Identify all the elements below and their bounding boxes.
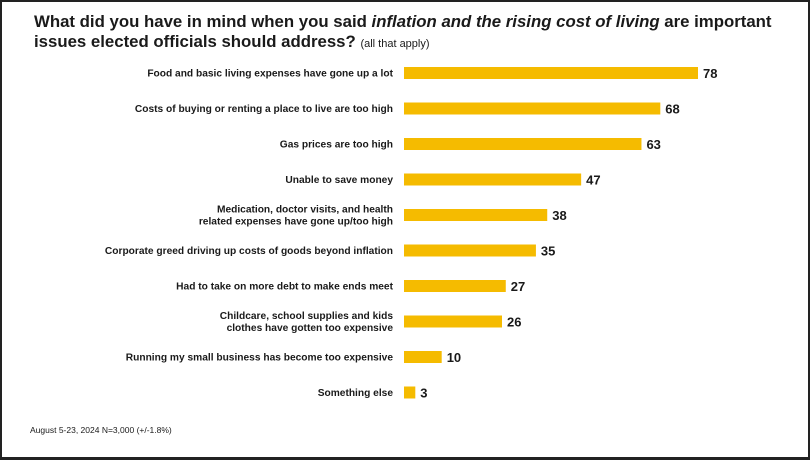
- category-label: Costs of buying or renting a place to li…: [135, 104, 393, 115]
- title-note: (all that apply): [360, 38, 430, 50]
- bar: [404, 138, 642, 150]
- bar: [404, 351, 442, 363]
- bar-value-label: 26: [507, 315, 521, 330]
- bar: [404, 102, 661, 115]
- title-part1: What did you have in mind when you said: [34, 12, 372, 31]
- category-label: clothes have gotten too expensive: [227, 323, 394, 334]
- category-label: Medication, doctor visits, and health: [217, 205, 393, 216]
- bar-value-label: 27: [511, 279, 525, 294]
- title-italic: inflation and the rising cost of living: [371, 12, 660, 31]
- bar: [404, 386, 416, 399]
- bar-value-label: 35: [541, 244, 555, 259]
- bar-value-label: 47: [586, 173, 600, 188]
- category-label: Something else: [318, 388, 394, 399]
- bar-value-label: 38: [552, 208, 566, 223]
- chart-title: What did you have in mind when you said …: [34, 12, 794, 54]
- bar-value-label: 3: [420, 386, 427, 401]
- bar-value-label: 68: [665, 102, 679, 117]
- bar: [404, 67, 698, 79]
- category-label: Food and basic living expenses have gone…: [147, 69, 393, 80]
- bar-value-label: 63: [646, 137, 660, 152]
- bar-value-label: 10: [447, 350, 461, 365]
- bar: [404, 209, 548, 221]
- category-label: Running my small business has become too…: [126, 353, 394, 364]
- category-label: Corporate greed driving up costs of good…: [105, 246, 393, 257]
- category-label: Gas prices are too high: [280, 140, 393, 151]
- category-label: Unable to save money: [285, 175, 393, 186]
- category-label: related expenses have gone up/too high: [199, 217, 393, 228]
- title-part2: are important issues elected officials s…: [34, 12, 772, 51]
- category-label: Had to take on more debt to make ends me…: [176, 282, 393, 293]
- bar: [404, 173, 582, 186]
- bar: [404, 244, 536, 257]
- bar: [404, 315, 502, 328]
- category-label: Childcare, school supplies and kids: [220, 311, 394, 322]
- bar: [404, 280, 506, 292]
- footnote: August 5-23, 2024 N=3,000 (+/-1.8%): [30, 425, 172, 435]
- bar-value-label: 78: [703, 66, 717, 81]
